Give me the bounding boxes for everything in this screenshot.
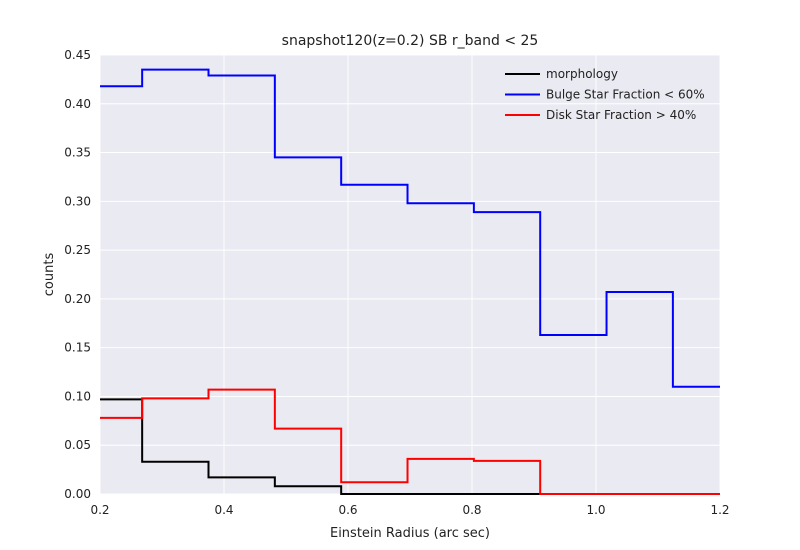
- y-tick-label: 0.05: [64, 438, 91, 452]
- plot-area: [100, 55, 720, 494]
- y-axis-label: counts: [42, 253, 57, 297]
- y-tick-label: 0.20: [64, 292, 91, 306]
- series-line: [100, 388, 720, 495]
- y-tick-label: 0.25: [64, 243, 91, 257]
- series-line: [100, 68, 720, 388]
- tick-labels: 0.2 0.4 0.6 0.8 1.0 1.2 0.00 0.05 0.10 0.15 0.20 0.…: [64, 48, 729, 517]
- y-tick-label: 0.10: [64, 389, 91, 403]
- y-tick-label: 0.45: [64, 48, 91, 62]
- x-axis-label: Einstein Radius (arc sec): [330, 526, 490, 541]
- y-tick-label: 0.00: [64, 487, 91, 501]
- legend-label: Disk Star Fraction > 40%: [546, 108, 696, 122]
- series-2: [100, 388, 720, 495]
- x-tick-label: 1.2: [710, 503, 729, 517]
- x-tick-label: 0.4: [214, 503, 233, 517]
- y-tick-label: 0.40: [64, 97, 91, 111]
- legend-label: morphology: [546, 67, 618, 81]
- legend-item: morphology: [505, 67, 618, 81]
- y-tick-label: 0.30: [64, 194, 91, 208]
- x-tick-label: 1.0: [586, 503, 605, 517]
- legend-item: Bulge Star Fraction < 60%: [505, 88, 705, 102]
- series-1: [100, 68, 720, 388]
- x-tick-label: 0.8: [462, 503, 481, 517]
- x-tick-label: 0.6: [338, 503, 357, 517]
- grid: [99, 54, 721, 495]
- y-tick-label: 0.35: [64, 146, 91, 160]
- y-tick-label: 0.15: [64, 341, 91, 355]
- legend-label: Bulge Star Fraction < 60%: [546, 88, 705, 102]
- series-layer: [100, 68, 720, 495]
- x-tick-label: 0.2: [90, 503, 109, 517]
- legend: morphology Bulge Star Fraction < 60% Disk …: [505, 67, 705, 122]
- chart-title: snapshot120(z=0.2) SB r_band < 25: [282, 33, 539, 49]
- legend-item: Disk Star Fraction > 40%: [505, 108, 696, 122]
